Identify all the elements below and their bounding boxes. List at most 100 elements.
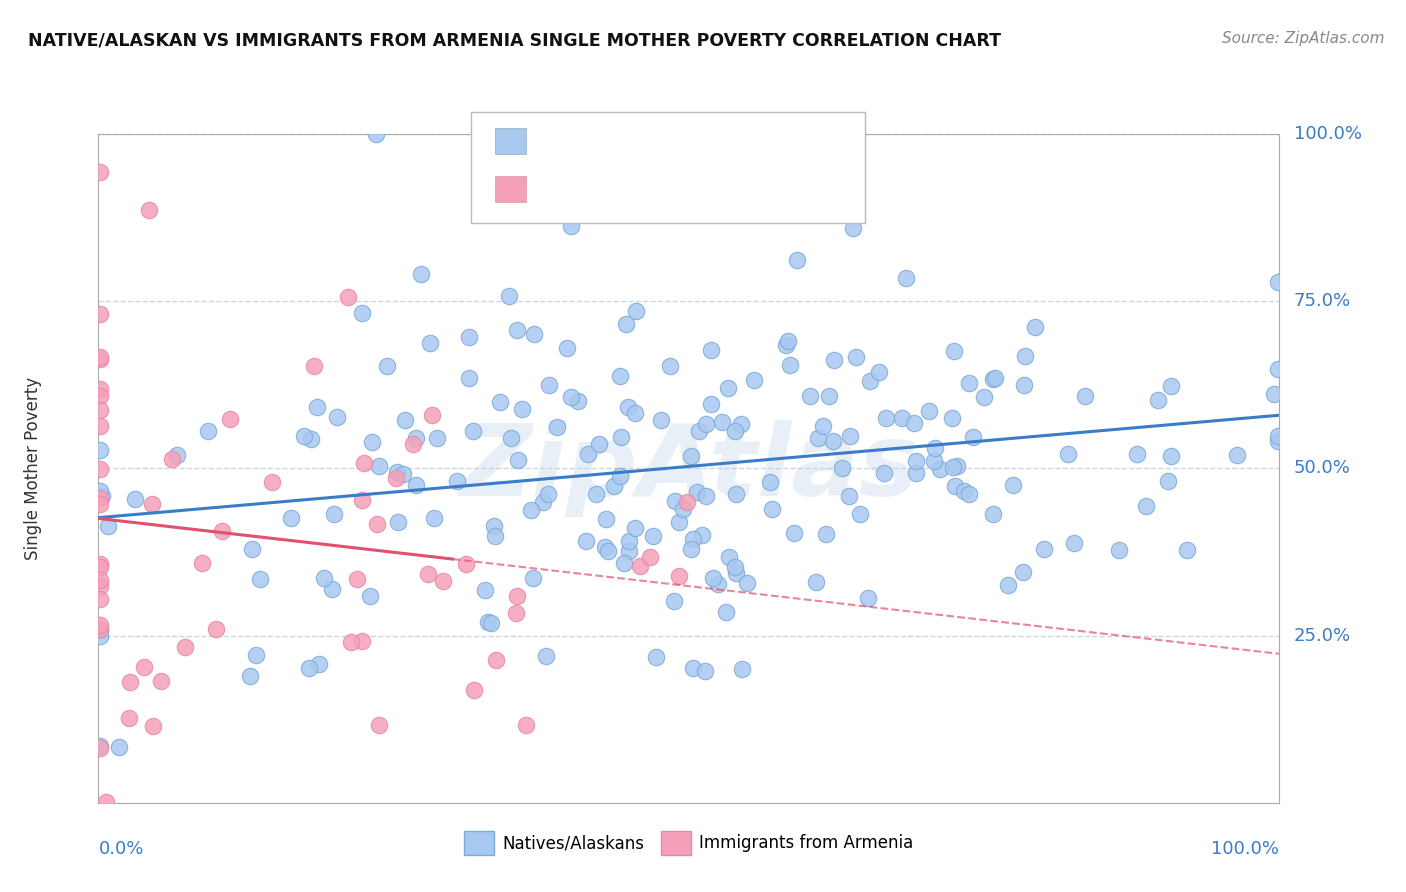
Point <box>512 402 534 417</box>
Point <box>929 462 952 476</box>
Point <box>682 661 704 675</box>
Point <box>361 434 384 449</box>
Point <box>640 550 662 565</box>
Point <box>595 512 617 526</box>
Point <box>191 556 214 570</box>
Point <box>173 640 195 654</box>
Point <box>724 566 747 580</box>
Point <box>89 307 111 321</box>
Point <box>89 351 111 366</box>
Point <box>609 469 631 483</box>
Point <box>672 502 695 516</box>
Point <box>219 412 242 426</box>
Text: N =: N = <box>654 180 706 198</box>
Point <box>682 532 704 546</box>
Point <box>953 483 976 498</box>
Point <box>1024 319 1046 334</box>
Point <box>1033 541 1056 556</box>
Point <box>725 486 748 500</box>
Point <box>973 390 995 404</box>
Point <box>1267 362 1289 376</box>
Point <box>942 460 965 475</box>
Point <box>941 410 963 425</box>
Point <box>859 374 882 388</box>
Point <box>664 593 686 607</box>
Text: R =: R = <box>540 132 579 150</box>
Point <box>387 515 409 529</box>
Point <box>142 719 165 733</box>
Point <box>505 606 527 620</box>
Point <box>905 454 928 468</box>
Text: NATIVE/ALASKAN VS IMMIGRANTS FROM ARMENIA SINGLE MOTHER POVERTY CORRELATION CHAR: NATIVE/ALASKAN VS IMMIGRANTS FROM ARMENI… <box>28 31 1001 49</box>
Point <box>89 623 111 637</box>
Text: 0.247: 0.247 <box>579 132 643 150</box>
Point <box>89 389 111 403</box>
Point <box>624 406 647 420</box>
Point <box>617 544 640 558</box>
Point <box>505 323 527 337</box>
Text: 100.0%: 100.0% <box>1294 125 1361 143</box>
Point <box>735 576 758 591</box>
Point <box>962 430 984 444</box>
Point <box>405 431 427 445</box>
Point <box>506 452 529 467</box>
Point <box>842 220 865 235</box>
Point <box>664 494 686 508</box>
Point <box>628 559 651 574</box>
Point <box>1160 449 1182 463</box>
Point <box>699 343 721 358</box>
Point <box>205 622 228 636</box>
Point <box>731 662 754 676</box>
Text: ZipAtlas: ZipAtlas <box>460 420 918 516</box>
Point <box>489 395 512 409</box>
Point <box>724 560 747 574</box>
Point <box>614 318 637 332</box>
Point <box>537 487 560 501</box>
Point <box>778 334 800 349</box>
Point <box>89 629 111 643</box>
Point <box>302 359 325 374</box>
Point <box>845 350 868 364</box>
Point <box>118 711 141 725</box>
Point <box>1108 543 1130 558</box>
Text: 0.0%: 0.0% <box>98 839 143 857</box>
Point <box>613 557 636 571</box>
Point <box>668 516 690 530</box>
Point <box>89 443 111 458</box>
Point <box>786 253 808 268</box>
Point <box>679 541 702 556</box>
Point <box>997 578 1019 592</box>
Point <box>384 471 406 485</box>
Point <box>839 428 862 442</box>
Point <box>716 606 738 620</box>
Point <box>1063 536 1085 550</box>
Point <box>957 376 980 391</box>
Point <box>89 573 111 587</box>
Point <box>211 524 233 538</box>
Text: -0.076: -0.076 <box>579 180 644 198</box>
Point <box>1012 378 1035 392</box>
Point <box>367 718 389 732</box>
Point <box>602 479 624 493</box>
Point <box>650 413 672 427</box>
Point <box>299 432 322 446</box>
Point <box>891 410 914 425</box>
Point <box>249 572 271 586</box>
Point <box>308 657 330 671</box>
Point <box>89 462 111 476</box>
Point <box>485 653 508 667</box>
Point <box>585 487 607 501</box>
Point <box>391 467 413 481</box>
Point <box>366 516 388 531</box>
Point <box>446 474 468 488</box>
Point <box>1267 434 1289 448</box>
Point <box>823 353 845 368</box>
Point <box>405 478 427 492</box>
Point <box>368 458 391 473</box>
Point <box>337 290 360 304</box>
Point <box>89 491 111 506</box>
Point <box>138 202 160 217</box>
Point <box>1263 387 1285 401</box>
Point <box>463 424 485 438</box>
Point <box>1011 566 1033 580</box>
